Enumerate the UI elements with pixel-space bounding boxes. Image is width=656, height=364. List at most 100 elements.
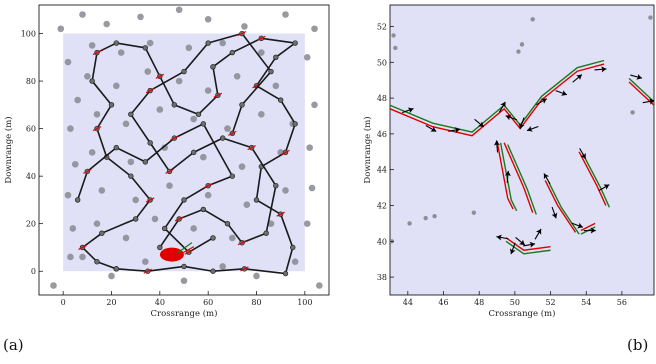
background-point [316,282,323,289]
heading-arrow [402,107,414,114]
estimated-trajectory [503,142,534,213]
panel-a-tracks [74,30,298,277]
estimate-cluster-blob [159,247,184,262]
track-estimate-mark [228,130,237,136]
truth-trajectory [582,153,611,208]
heading-arrow-head [580,152,586,159]
track-node [273,54,279,60]
track-node [253,197,260,203]
panel-b-ytick-label: 44 [377,166,387,175]
heading-arrow-head [505,114,512,121]
heading-arrow [642,98,654,105]
track-node [268,68,274,75]
background-point [308,184,316,192]
panel-b-ytick-label: 48 [377,94,387,103]
panel-b-xtick-label: 48 [474,298,484,307]
panel-b-point [423,215,428,221]
panel-a-xtick-label: 80 [251,298,261,307]
track-estimate-mark [240,266,249,272]
heading-arrow [425,125,437,132]
track-node [128,111,134,118]
panel-a-estimate-cluster [159,242,195,262]
track-estimate-mark [237,30,247,37]
panel-label-a: (a) [3,336,24,354]
track-node [210,64,216,70]
panel-a-ytick-label: 40 [26,172,36,181]
heading-arrow-head [500,101,506,108]
track-node [108,102,115,108]
track-estimate-mark [184,249,194,255]
background-point [229,234,236,242]
track-estimate-mark [155,73,165,79]
track-estimate-mark [247,145,256,151]
track-estimate-mark [78,244,87,250]
track-node [128,173,134,179]
background-point [144,68,152,75]
background-point [175,77,183,85]
background-point [311,101,318,109]
background-point [122,120,130,128]
track-node [277,97,284,103]
track-node [99,230,105,236]
background-point [117,49,125,56]
panel-b-point [393,45,398,51]
background-point [79,11,86,18]
track-line [130,32,277,248]
panel-b-ytick-label: 52 [377,22,387,31]
track-estimate-mark [213,92,223,98]
truth-trajectory [390,59,605,133]
heading-arrow [515,237,526,246]
heading-arrow-head [540,98,547,104]
panel-b-xlabel: Crossrange (m) [489,308,556,319]
background-point [200,153,207,161]
background-point [74,96,81,104]
heading-arrow [571,222,584,229]
background-point [282,187,289,194]
panel-b-ytick-label: 38 [377,273,387,282]
background-point [258,111,265,118]
track-estimate-mark [174,216,184,222]
background-point [93,220,101,227]
background-point [243,201,251,208]
background-point [142,258,149,266]
heading-arrow-head [590,227,596,234]
panel-b-xtick-label: 44 [403,298,413,307]
panel-a-ylabel: Downrange (m) [3,116,14,183]
background-point [50,282,57,289]
background-point [156,106,164,113]
track-node [142,159,149,165]
panel-b-points [390,15,653,244]
heading-arrow-head [543,173,550,180]
track-node [94,259,100,265]
panel-a-y-ticks: 0 20 40 60 80 100 [21,30,43,276]
heading-arrow-head [493,140,500,146]
panel-a-x-ticks: 0 20 40 60 80 100 [61,291,312,307]
background-point [79,253,86,261]
track-estimate-mark [281,149,290,155]
heading-arrow-head [601,66,607,73]
track-node [210,235,216,241]
track-node [292,121,298,127]
estimated-trajectory [544,180,577,233]
estimate-cluster-estimate [177,246,195,257]
heading-arrow [526,125,539,132]
panel-b-point [432,214,437,219]
track-estimate-mark [83,168,92,174]
heading-arrow [551,206,558,219]
panel-b-point [471,210,477,215]
panel-b-ytick-label: 42 [377,201,387,210]
track-node [113,40,120,46]
heading-arrow [572,74,583,83]
track-node [142,45,149,51]
heading-arrow-head [577,222,583,229]
estimate-cluster-truth [177,242,193,254]
panel-b-point [519,42,525,47]
background-point [303,53,311,61]
background-point [88,149,96,156]
track-node [205,40,211,46]
track-node [157,244,163,251]
panel-a-xtick-label: 100 [297,298,312,307]
track-node [74,197,81,203]
panel-a-plot: 0 20 40 60 80 100 0 20 40 60 80 100 Crossrange (m)… [3,4,330,319]
track-node [290,244,296,251]
